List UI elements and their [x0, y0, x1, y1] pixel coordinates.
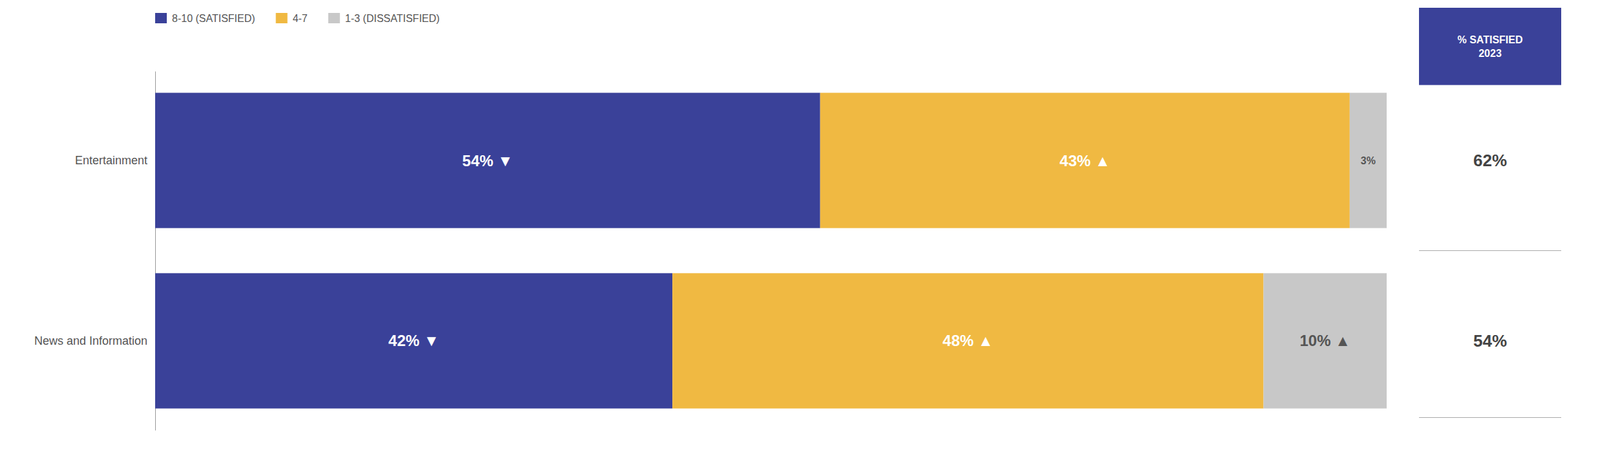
legend-label: 4-7: [292, 12, 308, 24]
bar: [1349, 92, 1387, 228]
legend-label: 1-3 (DISSATISFIED): [345, 12, 440, 24]
table-value: 54%: [1473, 330, 1507, 351]
legend-swatch: [328, 12, 341, 24]
y-axis: Entertainment News and Information: [34, 71, 156, 431]
legend-item: 8-10 (SATISFIED): [155, 12, 256, 24]
data-label: 54% ▼: [462, 151, 513, 170]
bar: [155, 92, 821, 228]
table-header: % SATISFIED2023: [1457, 34, 1523, 59]
bar: [155, 272, 673, 408]
bar: [672, 272, 1264, 408]
data-label: 48% ▲: [942, 331, 993, 350]
y-tick: Entertainment: [74, 153, 156, 167]
legend-label: 8-10 (SATISFIED): [171, 12, 256, 24]
plot: Entertainment News and Information 54% ▼ 42…: [34, 71, 1387, 431]
table-header-box: [1418, 7, 1562, 85]
data-label: 3%: [1360, 155, 1376, 167]
legend-item: 4-7: [276, 12, 308, 24]
satisfied-table: % SATISFIED2023 62% 54%: [1418, 7, 1562, 418]
table-separator: [1418, 250, 1562, 251]
legend-item: 1-3 (DISSATISFIED): [328, 12, 440, 24]
y-tick: News and Information: [34, 334, 156, 348]
legend: 8-10 (SATISFIED) 4-7 1-3 (DISSATISFIED): [155, 12, 440, 24]
y-tick-label: Entertainment: [74, 153, 148, 167]
chart: Entertainment News and Information 54% ▼ 42…: [0, 0, 1600, 456]
legend-swatch: [155, 12, 167, 24]
legend-swatch: [276, 12, 288, 24]
bar: [820, 92, 1350, 228]
y-tick-label: News and Information: [34, 334, 148, 348]
data-labels: 54% ▼ 42% ▼ 43% ▲ 48% ▲ 3% 10% ▲: [388, 151, 1376, 350]
table-value: 62%: [1473, 150, 1507, 171]
data-label: 43% ▲: [1059, 151, 1110, 170]
bars: [155, 92, 1387, 408]
table-separator: [1418, 416, 1562, 418]
data-label: 10% ▲: [1300, 331, 1351, 350]
data-label: 42% ▼: [388, 331, 439, 350]
bar: [1263, 272, 1388, 408]
